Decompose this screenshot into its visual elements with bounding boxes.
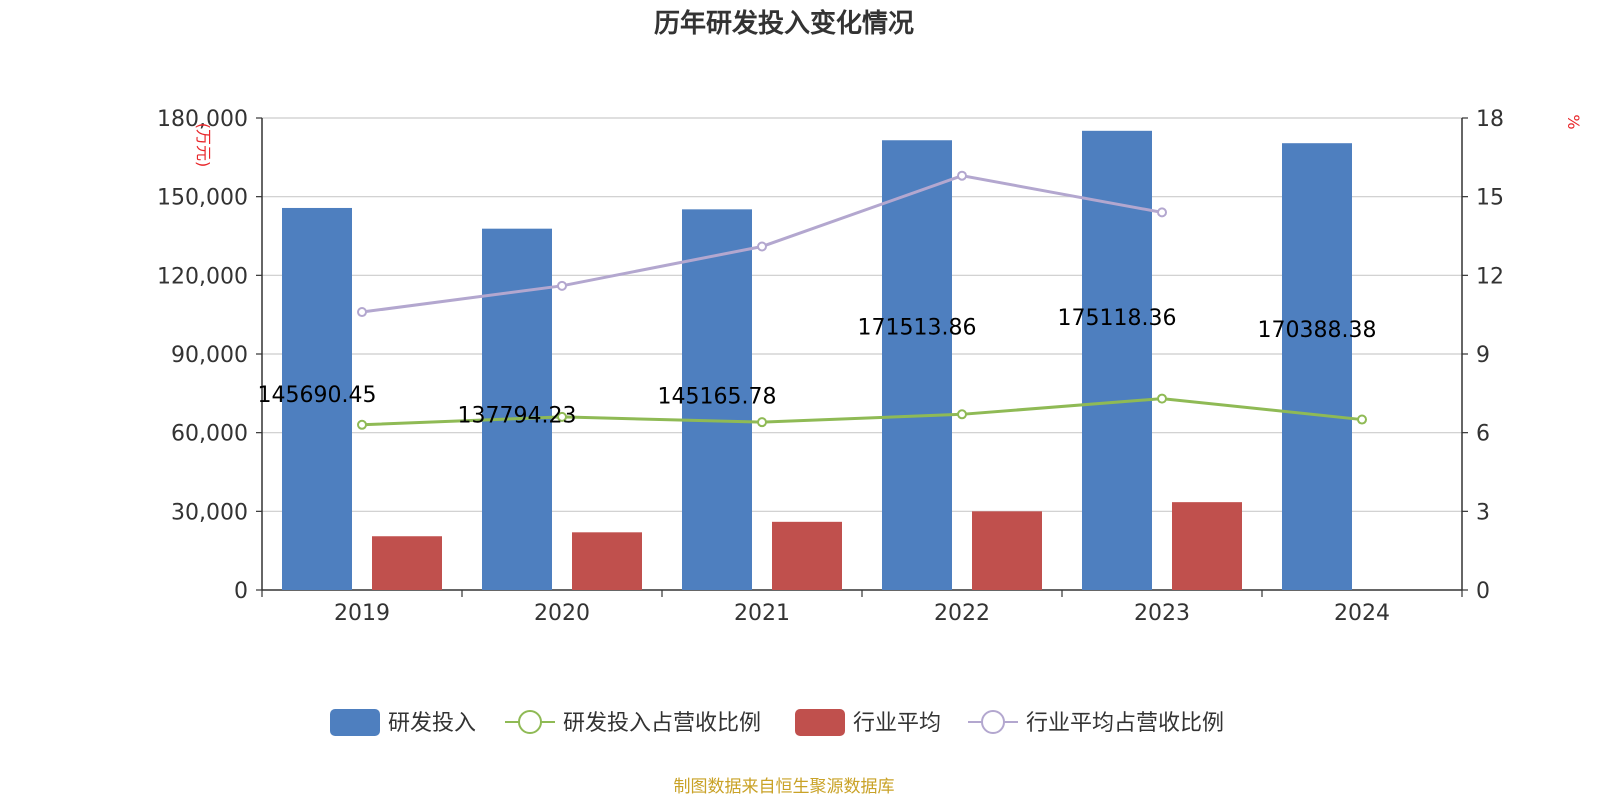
y-right-tick-label: 6 xyxy=(1476,422,1490,447)
legend-swatch-bar xyxy=(330,709,380,736)
point-industry-ratio xyxy=(957,170,967,181)
x-tick-label: 2019 xyxy=(334,601,390,626)
point-rd-ratio xyxy=(957,409,967,420)
bar-industry-average xyxy=(1172,502,1242,590)
bar-value-label: 145165.78 xyxy=(658,384,777,409)
x-tick-label: 2023 xyxy=(1134,601,1190,626)
point-rd-ratio xyxy=(1157,393,1167,404)
point-rd-ratio xyxy=(357,419,367,430)
gridlines xyxy=(262,117,1462,512)
point-industry-ratio xyxy=(557,280,567,291)
y-left-tick-label: 90,000 xyxy=(171,343,248,368)
chart-title: 历年研发投入变化情况 xyxy=(654,8,914,39)
y-right-tick-label: 3 xyxy=(1476,500,1490,525)
bar-value-label: 175118.36 xyxy=(1058,306,1177,331)
bar-rd-investment xyxy=(682,209,752,590)
bar-industry-average xyxy=(572,532,642,590)
x-tick-label: 2022 xyxy=(934,601,990,626)
bar-industry-average xyxy=(372,536,442,590)
bar-rd-investment xyxy=(282,207,352,590)
legend: 研发投入 研发投入占营收比例 行业平均 行业平均占营收比例 xyxy=(330,709,1224,736)
y-right-unit: % xyxy=(1564,114,1583,129)
x-tick-label: 2020 xyxy=(534,601,590,626)
y-left-tick-label: 180,000 xyxy=(157,107,248,132)
legend-label: 研发投入占营收比例 xyxy=(563,711,761,736)
data-labels: 145690.45 137794.23 145165.78 171513.86 1751… xyxy=(258,306,1377,429)
bar-industry-average xyxy=(772,521,842,590)
point-industry-ratio xyxy=(1157,207,1167,218)
y-right-tick-label: 12 xyxy=(1476,264,1504,289)
x-tick-label: 2024 xyxy=(1334,601,1390,626)
line-rd-ratio xyxy=(361,397,1363,427)
point-rd-ratio xyxy=(1357,414,1367,425)
legend-swatch-marker xyxy=(518,710,542,734)
y-right-tick-label: 9 xyxy=(1476,343,1490,368)
legend-label: 研发投入 xyxy=(388,711,476,736)
y-left-tick-label: 60,000 xyxy=(171,422,248,447)
point-industry-ratio xyxy=(357,307,367,318)
bars xyxy=(282,130,1352,590)
y-left-tick-label: 120,000 xyxy=(157,264,248,289)
legend-swatch-bar xyxy=(795,709,845,736)
bar-value-label: 171513.86 xyxy=(858,315,977,340)
bar-value-label: 137794.23 xyxy=(458,404,577,429)
y-left-tick-label: 0 xyxy=(234,579,248,604)
bar-industry-average xyxy=(972,511,1042,590)
y-left-tick-label: 150,000 xyxy=(157,186,248,211)
point-industry-ratio xyxy=(757,241,767,252)
bar-rd-investment xyxy=(1282,143,1352,590)
y-right-tick-label: 0 xyxy=(1476,579,1490,604)
point-rd-ratio xyxy=(757,417,767,428)
y-right-tick-label: 18 xyxy=(1476,107,1504,132)
bar-value-label: 145690.45 xyxy=(258,383,377,408)
lines xyxy=(357,170,1367,430)
axes: 0 0 30,000 3 60,000 6 90,000 9 120,000 12 150,000 1… xyxy=(157,107,1504,626)
point-rd-ratio xyxy=(557,411,567,422)
y-left-unit: (万元) xyxy=(194,123,213,168)
bar-rd-investment xyxy=(882,140,952,590)
y-right-tick-label: 15 xyxy=(1476,186,1504,211)
legend-label: 行业平均占营收比例 xyxy=(1026,711,1224,736)
source-note: 制图数据来自恒生聚源数据库 xyxy=(674,777,895,797)
bar-value-label: 170388.38 xyxy=(1258,318,1377,343)
x-tick-label: 2021 xyxy=(734,601,790,626)
legend-label: 行业平均 xyxy=(853,711,941,736)
y-left-tick-label: 30,000 xyxy=(171,500,248,525)
legend-swatch-marker xyxy=(981,710,1005,734)
